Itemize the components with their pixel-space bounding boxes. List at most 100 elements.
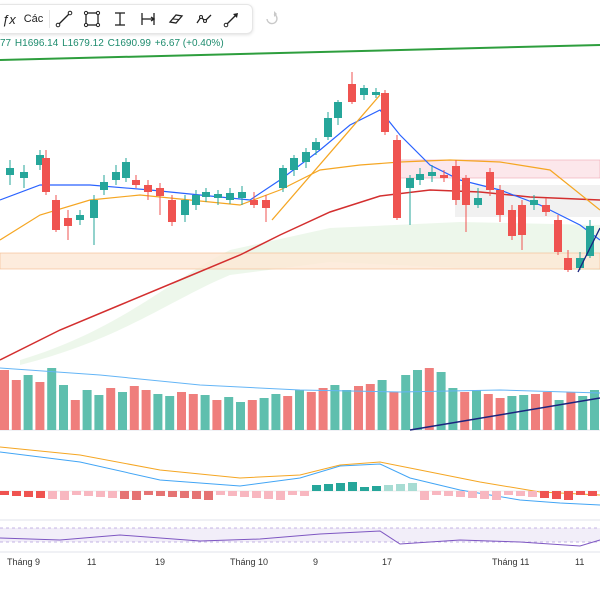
trend-line-orange <box>271 94 381 221</box>
macd-histogram-bar <box>396 484 405 491</box>
candle-body <box>238 192 246 198</box>
candle-body <box>452 166 460 200</box>
macd-histogram-bar <box>0 491 9 495</box>
macd-histogram-bar <box>276 491 285 500</box>
vertical-range-icon[interactable] <box>106 5 134 33</box>
volume-bar <box>389 392 399 430</box>
macd-histogram-bar <box>240 491 249 497</box>
candle-body <box>508 210 516 236</box>
candle-body <box>586 226 594 256</box>
trend-line-green <box>0 44 600 61</box>
macd-histogram-bar <box>336 483 345 491</box>
macd-histogram-bar <box>504 491 513 495</box>
volume-bar <box>318 388 328 430</box>
volume-bar <box>129 386 139 430</box>
volume-bar <box>354 386 363 430</box>
macd-histogram-bar <box>468 491 477 498</box>
macd-histogram-bar <box>444 491 453 496</box>
date-range-icon[interactable] <box>134 5 162 33</box>
volume-bar <box>554 400 564 430</box>
macd-histogram-bar <box>588 491 597 496</box>
candle-body <box>64 218 72 226</box>
macd-histogram-bar <box>144 491 153 495</box>
volume-bar <box>35 382 45 430</box>
ma-line-orange <box>0 159 600 241</box>
arrow-marker-icon[interactable] <box>218 5 246 33</box>
macd-histogram-bar <box>120 491 129 499</box>
candle-body <box>324 118 332 137</box>
volume-bar <box>413 370 422 430</box>
macd-histogram-bar <box>132 491 141 500</box>
macd-histogram-bar <box>192 491 201 499</box>
macd-histogram-bar <box>72 491 81 495</box>
x-axis-label: Tháng 10 <box>230 557 269 567</box>
macd-histogram-bar <box>372 486 381 491</box>
candle-body <box>360 88 368 95</box>
macd-line <box>0 451 600 506</box>
path-icon[interactable] <box>190 5 218 33</box>
indicators-icon[interactable]: ƒx <box>2 11 16 27</box>
brush-icon[interactable] <box>162 5 190 33</box>
candle-body <box>76 215 84 220</box>
candle-body <box>381 93 389 132</box>
macd-histogram-bar <box>96 491 105 497</box>
x-axis-label: Tháng 9 <box>7 557 41 567</box>
candle-body <box>202 192 210 197</box>
candle-body <box>262 200 270 208</box>
volume-bar <box>247 400 257 430</box>
volume-bar <box>153 394 163 430</box>
macd-histogram-bar <box>264 491 273 499</box>
candle-body <box>334 102 342 118</box>
macd-histogram-bar <box>156 491 165 496</box>
macd-histogram-bar <box>12 491 21 496</box>
candle-body <box>496 190 504 215</box>
volume-bar <box>472 390 481 430</box>
indicators-button-label[interactable]: Các <box>16 10 51 28</box>
macd-histogram-bar <box>36 491 45 498</box>
candle-body <box>192 195 200 205</box>
volume-ma-line <box>0 367 600 394</box>
macd-histogram-bar <box>288 491 297 495</box>
candle-body <box>52 200 60 230</box>
volume-bar <box>306 392 316 430</box>
trend-line-icon[interactable] <box>50 5 78 33</box>
x-axis-label: 9 <box>313 557 319 567</box>
macd-histogram-bar <box>216 491 225 495</box>
volume-bar <box>342 390 352 430</box>
rectangle-icon[interactable] <box>78 5 106 33</box>
macd-histogram-bar <box>252 491 261 498</box>
candle-body <box>554 220 562 252</box>
candle-body <box>290 158 298 170</box>
volume-bar <box>236 402 245 430</box>
volume-bar <box>495 398 505 430</box>
volume-bar <box>23 375 33 430</box>
macd-histogram-bar <box>492 491 501 500</box>
macd-histogram-bar <box>300 491 309 496</box>
volume-bar <box>365 384 375 430</box>
trend-line-navy <box>577 227 600 273</box>
ohlc-close: C1690.99 <box>107 38 151 49</box>
candle-body <box>132 180 140 185</box>
candle-body <box>156 188 164 196</box>
support-zone <box>0 252 600 270</box>
volume-bar <box>424 368 434 430</box>
volume-bar <box>578 396 588 430</box>
ohlc-readout: 77 H1696.14 L1679.12 C1690.99 +6.67 (+0.… <box>0 38 225 49</box>
rsi-band <box>0 528 600 542</box>
volume-bar <box>94 395 104 430</box>
volume-bar <box>566 392 576 430</box>
volume-bar <box>188 394 198 430</box>
macd-histogram-bar <box>204 491 213 500</box>
candle-body <box>393 140 401 218</box>
macd-histogram-bar <box>432 491 441 495</box>
volume-bar <box>47 368 57 430</box>
candle-body <box>530 200 538 205</box>
volume-bar <box>519 395 529 430</box>
candle-body <box>406 178 414 188</box>
macd-histogram-bar <box>348 482 357 491</box>
candle-body <box>226 193 234 200</box>
macd-histogram-bar <box>324 484 333 491</box>
volume-bar <box>295 390 304 430</box>
undo-icon[interactable] <box>262 8 280 26</box>
